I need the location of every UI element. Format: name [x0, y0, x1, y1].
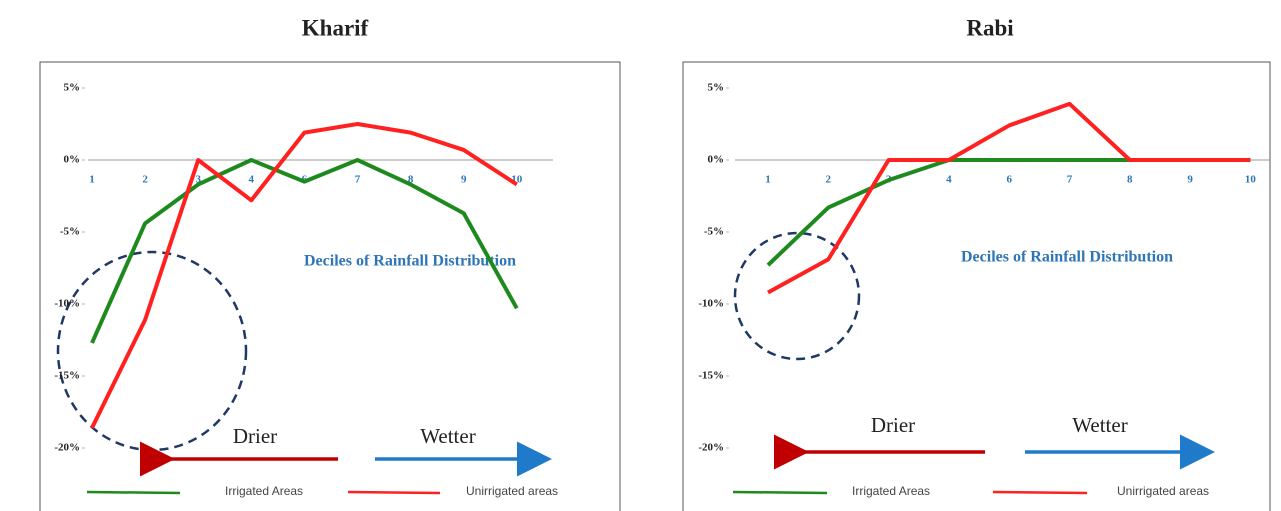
- legend-label: Unirrigated areas: [466, 484, 558, 498]
- data-line: [90, 122, 518, 429]
- legend-swatch: [86, 490, 181, 495]
- annotation: Drier: [233, 424, 277, 448]
- y-tick-label: -5%: [704, 226, 724, 238]
- x-tick-label: 2: [826, 174, 832, 186]
- legend-label: Irrigated Areas: [225, 484, 303, 498]
- y-tick-label: -10%: [54, 298, 80, 310]
- y-tick-label: 0%: [64, 154, 81, 166]
- legend-swatch: [992, 490, 1088, 495]
- y-tick-label: -15%: [698, 370, 724, 382]
- legend-swatch: [732, 490, 828, 495]
- x-tick-label: 2: [142, 174, 148, 186]
- data-line: [90, 158, 519, 344]
- y-tick-label: 0%: [708, 154, 725, 166]
- y-tick-label: 5%: [64, 82, 81, 94]
- y-tick-label: -20%: [54, 442, 80, 454]
- y-tick-label: 5%: [708, 82, 725, 94]
- annotation: Drier: [871, 413, 915, 437]
- x-tick-label: 1: [89, 174, 95, 186]
- legend-swatch: [347, 490, 441, 495]
- panel-frame: [682, 61, 1271, 511]
- x-tick-label: 9: [461, 174, 467, 186]
- x-tick-label: 6: [1006, 174, 1012, 186]
- x-tick-label: 4: [946, 174, 952, 186]
- y-tick-label: -20%: [698, 442, 724, 454]
- x-tick-label: 7: [355, 174, 361, 186]
- legend-label: Unirrigated areas: [1117, 484, 1209, 498]
- y-tick-label: -10%: [698, 298, 724, 310]
- y-tick-label: -15%: [54, 370, 80, 382]
- x-tick-label: 7: [1067, 174, 1073, 186]
- x-tick-label: 10: [1245, 174, 1257, 186]
- annotation: Wetter: [1072, 413, 1127, 437]
- chart-title: Kharif: [302, 15, 369, 40]
- legend-label: Irrigated Areas: [852, 484, 930, 498]
- y-tick-label: -5%: [60, 226, 80, 238]
- panel-frame: [39, 61, 621, 511]
- x-axis-label: Deciles of Rainfall Distribution: [961, 249, 1173, 266]
- x-tick-label: 10: [511, 174, 523, 186]
- data-line: [767, 101, 1251, 295]
- highlight-circle: [733, 231, 861, 361]
- x-tick-label: 8: [1127, 174, 1133, 186]
- x-tick-label: 8: [408, 174, 414, 186]
- annotation: Wetter: [420, 424, 475, 448]
- x-tick-label: 9: [1187, 174, 1193, 186]
- chart-title: Rabi: [966, 15, 1014, 40]
- x-tick-label: 1: [765, 174, 771, 186]
- x-tick-label: 3: [195, 174, 201, 186]
- x-axis-label: Deciles of Rainfall Distribution: [304, 253, 516, 270]
- highlight-circle: [56, 250, 248, 452]
- x-tick-label: 4: [249, 174, 255, 186]
